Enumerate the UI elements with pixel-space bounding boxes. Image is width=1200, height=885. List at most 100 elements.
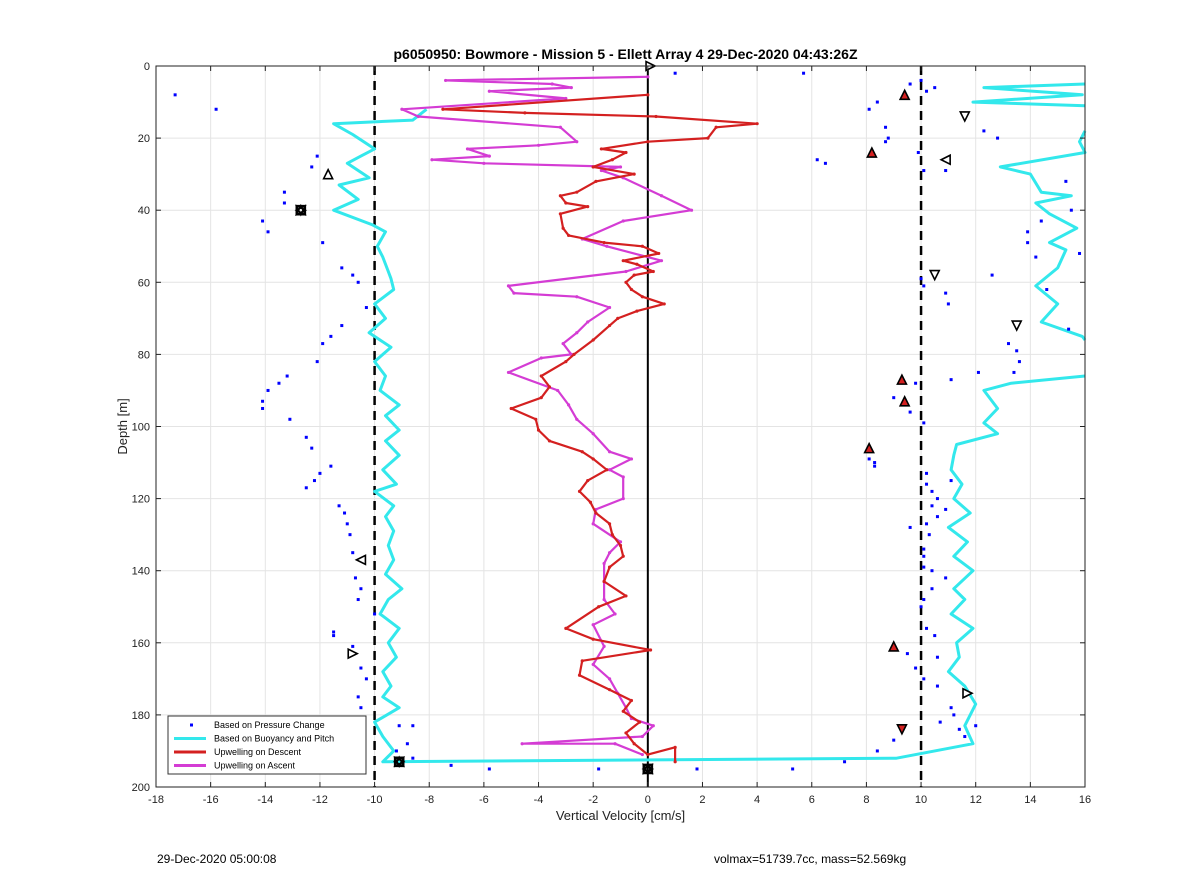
pressure-point — [875, 100, 879, 104]
pressure-point — [411, 724, 415, 728]
series-group — [173, 60, 1087, 776]
buoyancy-line — [971, 82, 1086, 108]
pressure-point — [364, 306, 368, 310]
pressure-point — [315, 360, 319, 364]
legend-entry: Upwelling on Descent — [214, 747, 302, 757]
series-descent-point — [651, 269, 655, 274]
series-ascent-point — [607, 305, 612, 310]
pressure-point — [1012, 370, 1016, 374]
pressure-point — [1026, 230, 1030, 234]
x-tick-label: 12 — [970, 794, 982, 806]
series-ascent-point — [512, 291, 516, 295]
x-tick-label: 10 — [915, 794, 927, 806]
marker-triangle — [295, 204, 307, 217]
series-ascent-point — [602, 561, 606, 566]
pressure-point — [449, 763, 453, 767]
marker-triangle — [393, 756, 405, 769]
pressure-point — [277, 381, 281, 385]
marker-triangle — [863, 441, 875, 454]
series-ascent-point — [651, 724, 655, 728]
series-descent-point — [561, 226, 565, 230]
pressure-point — [884, 140, 888, 144]
series-descent-point — [605, 468, 609, 472]
x-tick-label: -12 — [312, 794, 328, 806]
series-descent-point — [441, 107, 445, 111]
pressure-point — [935, 655, 939, 659]
pressure-point — [919, 605, 923, 609]
series-descent-point — [714, 125, 718, 129]
series-descent-point — [673, 760, 677, 764]
legend-entry: Based on Buoyancy and Pitch — [214, 734, 334, 744]
series-ascent-point — [640, 734, 644, 739]
series-descent-point — [594, 179, 598, 183]
x-tick-label: 14 — [1024, 794, 1036, 806]
series-descent-point — [539, 374, 543, 378]
marker-triangle — [295, 204, 308, 216]
x-tick-label: 16 — [1079, 794, 1091, 806]
series-ascent-point — [607, 450, 612, 454]
series-ascent-point — [659, 259, 664, 263]
pressure-point — [337, 504, 341, 508]
pressure-point — [351, 644, 355, 648]
series-descent-point — [607, 323, 612, 328]
pressure-point — [949, 479, 953, 483]
y-tick-label: 160 — [132, 638, 150, 650]
series-descent-point — [594, 511, 598, 515]
series-descent-point — [607, 565, 612, 569]
series-descent-point — [662, 302, 666, 306]
pressure-point — [285, 374, 289, 378]
pressure-point — [925, 522, 929, 526]
series-ascent-point — [591, 432, 595, 436]
series-ascent-point — [536, 143, 541, 147]
series-descent-point — [558, 212, 562, 216]
pressure-point — [933, 634, 937, 638]
series-ascent-point — [607, 677, 612, 681]
series-descent-point — [534, 417, 538, 421]
x-tick-label: 6 — [809, 794, 815, 806]
series-descent-point — [621, 709, 625, 713]
pressure-point — [1006, 342, 1010, 346]
series-ascent-point — [561, 341, 565, 346]
series-descent-point — [577, 673, 582, 677]
pressure-point — [957, 727, 961, 731]
pressure-point — [927, 533, 931, 537]
series-ascent-point — [550, 82, 554, 86]
series-ascent-point — [482, 161, 486, 165]
pressure-point — [930, 587, 934, 591]
pressure-point — [815, 158, 819, 162]
chart-title: p6050950: Bowmore - Mission 5 - Ellett A… — [393, 46, 857, 62]
pressure-point — [922, 421, 926, 425]
marker-triangle — [354, 554, 367, 566]
pressure-point — [310, 165, 314, 169]
series-ascent-point — [575, 417, 579, 421]
series-ascent-point — [599, 168, 603, 173]
series-descent-point — [564, 201, 568, 205]
series-ascent-point — [487, 154, 491, 158]
pressure-point — [282, 201, 286, 205]
pressure-point — [312, 479, 316, 483]
series-ascent — [400, 75, 694, 757]
pressure-point — [1026, 241, 1030, 245]
pressure-point — [867, 107, 871, 111]
pressure-point — [922, 554, 926, 558]
pressure-point — [802, 71, 806, 75]
pressure-point — [356, 280, 360, 284]
series-ascent-point — [621, 219, 625, 223]
series-ascent-point — [621, 475, 625, 479]
pressure-point — [261, 399, 265, 403]
series-ascent-point — [416, 114, 420, 119]
pressure-point — [340, 266, 344, 270]
pressure-point — [930, 489, 934, 493]
pressure-point — [597, 767, 601, 771]
pressure-point — [908, 525, 912, 529]
marker-triangle — [887, 640, 900, 652]
pressure-point — [214, 107, 218, 111]
series-ascent-point — [487, 89, 491, 93]
pressure-point — [359, 666, 363, 670]
series-descent-point — [673, 745, 677, 749]
pressure-point — [373, 612, 377, 616]
series-ascent-point — [613, 612, 617, 616]
pressure-point — [922, 169, 926, 173]
pressure-point — [1064, 179, 1068, 183]
